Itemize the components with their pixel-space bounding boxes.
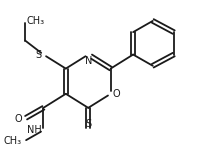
Text: O: O (15, 114, 22, 124)
Text: CH₃: CH₃ (4, 137, 22, 147)
Text: S: S (36, 50, 42, 60)
Text: NH: NH (27, 125, 42, 135)
Text: CH₃: CH₃ (27, 16, 45, 26)
Text: N: N (85, 56, 92, 66)
Text: O: O (112, 89, 120, 99)
Text: S: S (85, 119, 91, 129)
